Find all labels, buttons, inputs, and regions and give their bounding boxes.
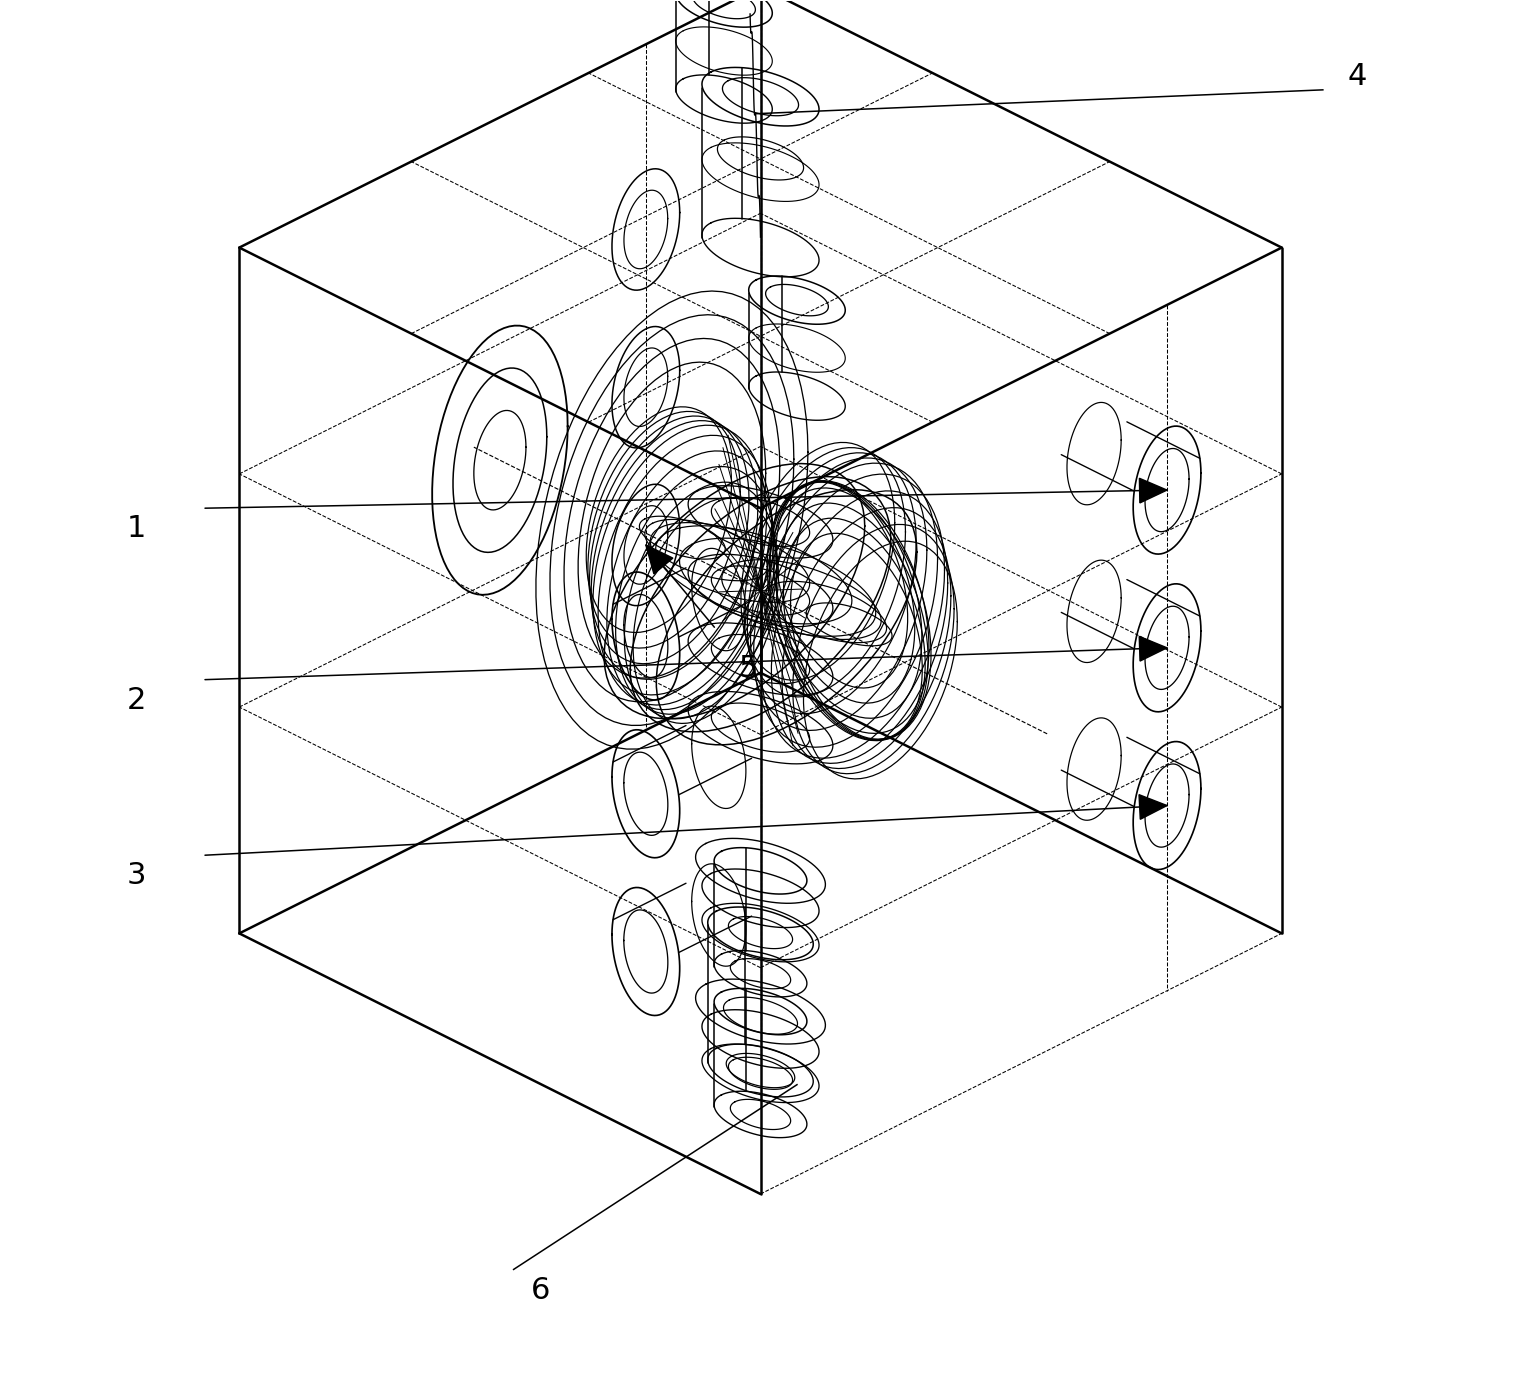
Polygon shape	[1139, 795, 1167, 820]
Polygon shape	[1139, 478, 1167, 503]
Polygon shape	[1139, 637, 1167, 660]
Text: 1: 1	[126, 515, 146, 544]
Text: 5: 5	[739, 654, 759, 682]
Text: 3: 3	[126, 861, 146, 890]
Text: 6: 6	[531, 1276, 551, 1304]
Polygon shape	[646, 545, 672, 574]
Text: 4: 4	[1348, 62, 1367, 91]
Text: 2: 2	[126, 685, 146, 715]
